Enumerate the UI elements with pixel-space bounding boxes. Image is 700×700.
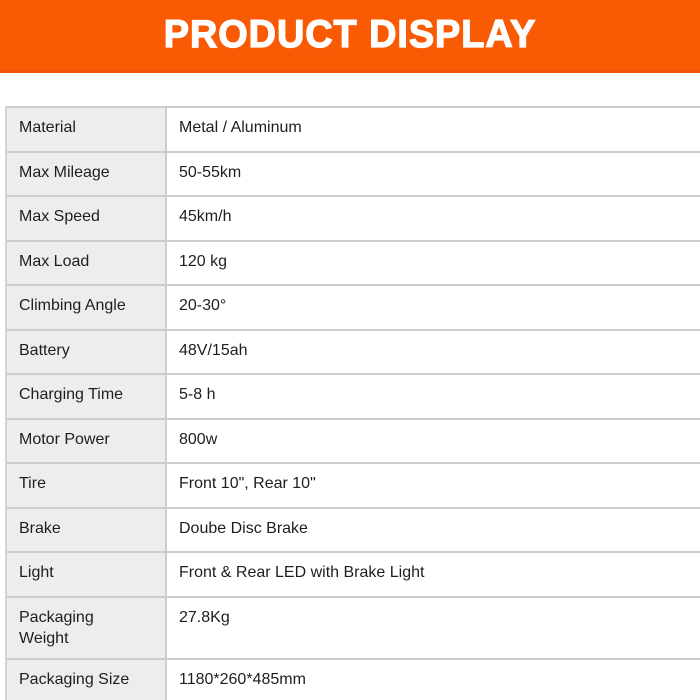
table-row: Tire Front 10", Rear 10" bbox=[7, 464, 700, 509]
table-row: Max Speed 45km/h bbox=[7, 197, 700, 242]
table-row: Material Metal / Aluminum bbox=[7, 108, 700, 153]
spec-value-material: Metal / Aluminum bbox=[167, 108, 700, 151]
table-row: Packaging Size 1180*260*485mm bbox=[7, 659, 700, 700]
spec-label-climbing-angle: Climbing Angle bbox=[7, 286, 167, 329]
spec-label-max-mileage: Max Mileage bbox=[7, 152, 167, 195]
banner: PRODUCT DISPLAY bbox=[0, 0, 700, 73]
spec-label-motor-power: Motor Power bbox=[7, 419, 167, 462]
spec-value-tire: Front 10", Rear 10" bbox=[167, 464, 700, 507]
table-row: Packaging Weight 27.8Kg bbox=[7, 597, 700, 660]
spec-label-packaging-size: Packaging Size bbox=[7, 659, 167, 700]
table-row: Climbing Angle 20-30° bbox=[7, 286, 700, 331]
spec-value-max-mileage: 50-55km bbox=[167, 152, 700, 195]
table-row: Charging Time 5-8 h bbox=[7, 375, 700, 420]
spec-value-max-load: 120 kg bbox=[167, 241, 700, 284]
spec-label-brake: Brake bbox=[7, 508, 167, 551]
spec-label-material: Material bbox=[7, 108, 167, 151]
table-row: Battery 48V/15ah bbox=[7, 330, 700, 375]
spec-value-motor-power: 800w bbox=[167, 419, 700, 462]
spec-value-battery: 48V/15ah bbox=[167, 330, 700, 373]
spec-value-packaging-size: 1180*260*485mm bbox=[167, 659, 700, 700]
spec-value-max-speed: 45km/h bbox=[167, 197, 700, 240]
page-title: PRODUCT DISPLAY bbox=[163, 12, 537, 56]
table-row: Max Load 120 kg bbox=[7, 241, 700, 286]
spec-value-charging-time: 5-8 h bbox=[167, 375, 700, 418]
spec-value-light: Front & Rear LED with Brake Light bbox=[167, 553, 700, 596]
spec-label-packaging-weight: Packaging Weight bbox=[7, 597, 167, 658]
spec-value-packaging-weight: 27.8Kg bbox=[167, 597, 700, 658]
spec-label-tire: Tire bbox=[7, 464, 167, 507]
table-row: Motor Power 800w bbox=[7, 419, 700, 464]
spec-label-light: Light bbox=[7, 553, 167, 596]
spec-label-max-load: Max Load bbox=[7, 241, 167, 284]
spec-label-max-speed: Max Speed bbox=[7, 197, 167, 240]
spec-label-charging-time: Charging Time bbox=[7, 375, 167, 418]
table-row: Max Mileage 50-55km bbox=[7, 152, 700, 197]
table-row: Light Front & Rear LED with Brake Light bbox=[7, 553, 700, 598]
table-row: Brake Doube Disc Brake bbox=[7, 508, 700, 553]
spec-table: Material Metal / Aluminum Max Mileage 50… bbox=[5, 106, 700, 700]
spec-label-battery: Battery bbox=[7, 330, 167, 373]
spec-value-climbing-angle: 20-30° bbox=[167, 286, 700, 329]
spec-value-brake: Doube Disc Brake bbox=[167, 508, 700, 551]
